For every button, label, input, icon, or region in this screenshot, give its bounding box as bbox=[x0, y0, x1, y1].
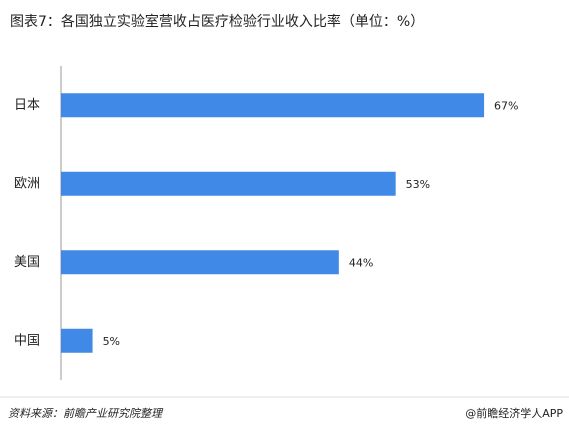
value-label: 53% bbox=[406, 178, 430, 191]
value-label: 5% bbox=[103, 335, 120, 348]
bar bbox=[61, 328, 93, 353]
y-tick-label: 日本 bbox=[14, 98, 40, 113]
y-tick-label: 美国 bbox=[14, 255, 40, 270]
y-tick-label: 欧洲 bbox=[14, 176, 40, 191]
value-label: 44% bbox=[349, 256, 373, 269]
bar bbox=[61, 250, 339, 275]
y-tick-label: 中国 bbox=[14, 333, 40, 348]
value-label: 67% bbox=[494, 99, 518, 112]
bar bbox=[61, 93, 485, 118]
credit: @前瞻经济学人APP bbox=[465, 406, 563, 420]
chart-title: 图表7：各国独立实验室营收占医疗检验行业收入比率（单位：%） bbox=[10, 13, 424, 30]
bar bbox=[61, 171, 396, 196]
source: 资料来源：前瞻产业研究院整理 bbox=[8, 407, 164, 420]
